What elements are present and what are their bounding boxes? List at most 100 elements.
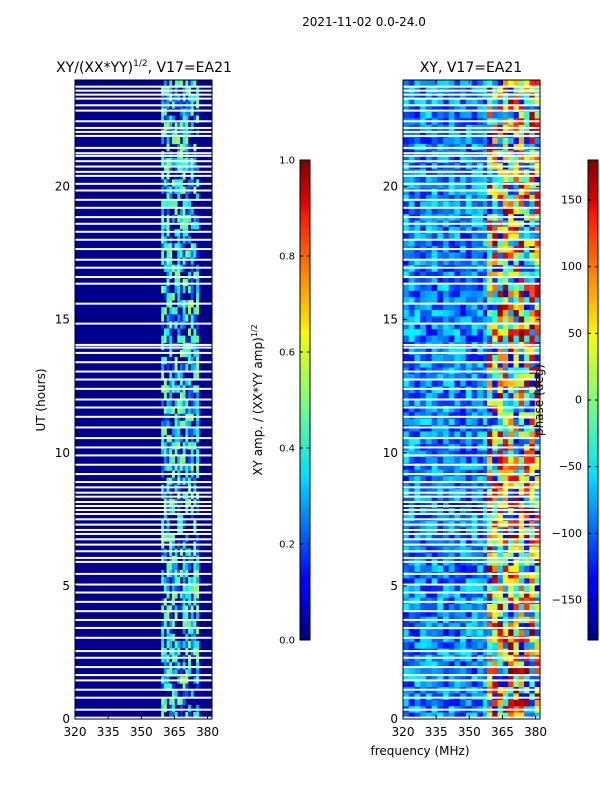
phase-band-cell: [529, 373, 535, 381]
phase-cell: [482, 584, 489, 592]
phase-gap-row: [403, 93, 540, 96]
phase-band-cell: [508, 201, 514, 209]
phase-cell: [471, 233, 478, 241]
phase-cell: [442, 92, 449, 100]
phase-band-cell: [534, 105, 540, 113]
amplitude-cell: [174, 442, 178, 450]
phase-band-cell: [486, 584, 493, 592]
phase-cell: [460, 533, 467, 541]
phase-x-tick-label: 320: [392, 725, 415, 739]
phase-band-cell: [513, 661, 520, 669]
phase-band-cell: [486, 578, 493, 586]
phase-cell: [454, 310, 461, 317]
phase-colorbar-tick-label: −100: [552, 527, 582, 540]
phase-band-cell: [529, 457, 535, 464]
phase-cell: [408, 674, 415, 681]
phase-band-cell: [486, 131, 493, 138]
phase-cell: [482, 457, 489, 464]
phase-band-cell: [497, 233, 504, 241]
amplitude-cell: [166, 129, 170, 138]
phase-band-cell: [524, 137, 530, 145]
phase-cell: [408, 92, 415, 100]
phase-band-cell: [502, 361, 509, 368]
phase-cell: [471, 399, 478, 407]
phase-cell: [431, 629, 438, 637]
phase-cell: [408, 361, 415, 368]
phase-cell: [403, 629, 410, 637]
phase-cell: [420, 514, 427, 522]
phase-cell: [442, 450, 449, 458]
amplitude-cell: [161, 577, 165, 585]
phase-cell: [460, 175, 467, 183]
amplitude-cell: [185, 229, 189, 237]
phase-cell: [471, 284, 478, 292]
phase-cell: [460, 457, 467, 464]
phase-cell: [482, 495, 489, 503]
phase-cell: [420, 431, 427, 439]
amplitude-cell: [163, 513, 167, 521]
phase-cell: [414, 540, 421, 547]
phase-band-cell: [534, 572, 540, 579]
phase-cell: [414, 207, 421, 215]
phase-cell: [448, 137, 455, 145]
phase-band-cell: [508, 303, 514, 311]
phase-band-cell: [513, 175, 520, 183]
phase-cell: [437, 156, 444, 164]
amplitude-cell: [193, 371, 197, 379]
phase-cell: [425, 546, 432, 554]
phase-cell: [403, 252, 410, 260]
phase-cell: [425, 591, 432, 598]
amplitude-cell: [161, 151, 165, 159]
phase-band-cell: [492, 495, 498, 503]
phase-cell: [442, 284, 449, 292]
phase-band-cell: [492, 603, 498, 611]
phase-cell: [477, 405, 484, 413]
phase-cell: [437, 284, 444, 292]
phase-cell: [437, 457, 444, 464]
phase-band-cell: [492, 137, 498, 145]
phase-cell: [454, 373, 461, 381]
amplitude-cell: [196, 711, 200, 719]
phase-cell: [408, 182, 415, 189]
amplitude-cell: [163, 80, 167, 88]
phase-cell: [454, 540, 461, 547]
phase-cell: [437, 450, 444, 458]
phase-band-cell: [492, 303, 498, 311]
phase-cell: [477, 290, 484, 298]
phase-band-cell: [513, 233, 520, 241]
phase-cell: [414, 642, 421, 650]
phase-band-cell: [529, 412, 535, 419]
phase-cell: [482, 258, 489, 266]
phase-cell: [403, 603, 410, 611]
phase-band-cell: [518, 99, 525, 106]
phase-cell: [420, 201, 427, 209]
phase-band-cell: [513, 610, 520, 618]
phase-cell: [431, 418, 438, 426]
phase-cell: [477, 361, 484, 368]
phase-gap-row: [403, 495, 540, 498]
phase-band-cell: [508, 131, 514, 138]
phase-cell: [471, 680, 478, 688]
amplitude-cell: [190, 222, 194, 230]
phase-cell: [448, 303, 455, 311]
phase-band-cell: [502, 514, 509, 522]
phase-band-cell: [529, 335, 535, 343]
amplitude-cell: [179, 243, 183, 251]
phase-band-cell: [486, 699, 493, 707]
phase-cell: [403, 476, 410, 483]
amplitude-colorbar-tick-label: 0.6: [279, 348, 295, 359]
phase-cell: [425, 284, 432, 292]
amplitude-cell: [185, 108, 189, 116]
phase-band-cell: [529, 195, 535, 202]
phase-cell: [448, 635, 455, 643]
phase-gap-row: [403, 266, 540, 269]
amplitude-cell: [163, 293, 167, 301]
figure-suptitle: 2021-11-02 0.0-24.0: [302, 15, 426, 29]
phase-band-cell: [534, 584, 540, 592]
phase-cell: [431, 635, 438, 643]
phase-cell: [437, 476, 444, 483]
phase-cell: [448, 258, 455, 266]
phase-cell: [425, 418, 432, 426]
phase-gap-row: [403, 560, 540, 563]
